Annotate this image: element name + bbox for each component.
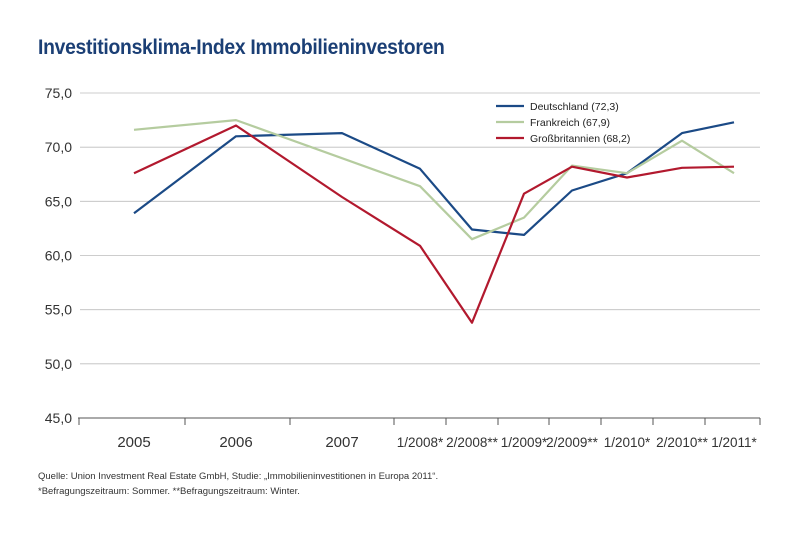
x-tick-label: 1/2011* — [711, 435, 757, 450]
y-tick-label: 70,0 — [45, 139, 72, 155]
x-tick-label: 2007 — [325, 434, 358, 451]
y-tick-label: 65,0 — [45, 193, 72, 209]
series-line — [133, 124, 735, 324]
y-tick-label: 45,0 — [45, 410, 72, 426]
x-tick-label: 2/2009** — [546, 435, 599, 450]
x-tick-label: 1/2008* — [397, 435, 444, 450]
axes: 75,0 70,0 65,0 60,0 55,0 50,0 45,0 2005 2006 2007… — [45, 85, 761, 451]
series-line — [133, 118, 735, 241]
x-tick-label: 2/2010** — [656, 435, 709, 450]
legend: Deutschland (72,3) Frankreich (67,9) Großb… — [496, 101, 630, 145]
chart-title: Investitionsklima-Index Immobilieninvest… — [38, 36, 445, 59]
series-line — [133, 121, 735, 236]
x-tick-label: 2/2008** — [446, 435, 499, 450]
y-tick-label: 55,0 — [45, 302, 72, 318]
legend-label: Großbritannien (68,2) — [530, 133, 630, 145]
footnote: *Befragungszeitraum: Sommer. **Befragung… — [38, 486, 300, 497]
x-tick-label: 1/2010* — [604, 435, 651, 450]
grid-lines — [80, 92, 760, 365]
y-tick-label: 60,0 — [45, 248, 72, 264]
legend-label: Frankreich (67,9) — [530, 117, 610, 129]
y-tick-label: 50,0 — [45, 356, 72, 372]
x-tick-label: 1/2009* — [501, 435, 548, 450]
y-tick-label: 75,0 — [45, 85, 72, 101]
series-lines — [133, 118, 735, 324]
legend-label: Deutschland (72,3) — [530, 101, 619, 113]
x-tick-label: 2006 — [219, 434, 252, 451]
source-note: Quelle: Union Investment Real Estate Gmb… — [38, 471, 439, 482]
x-tick-label: 2005 — [117, 434, 150, 451]
